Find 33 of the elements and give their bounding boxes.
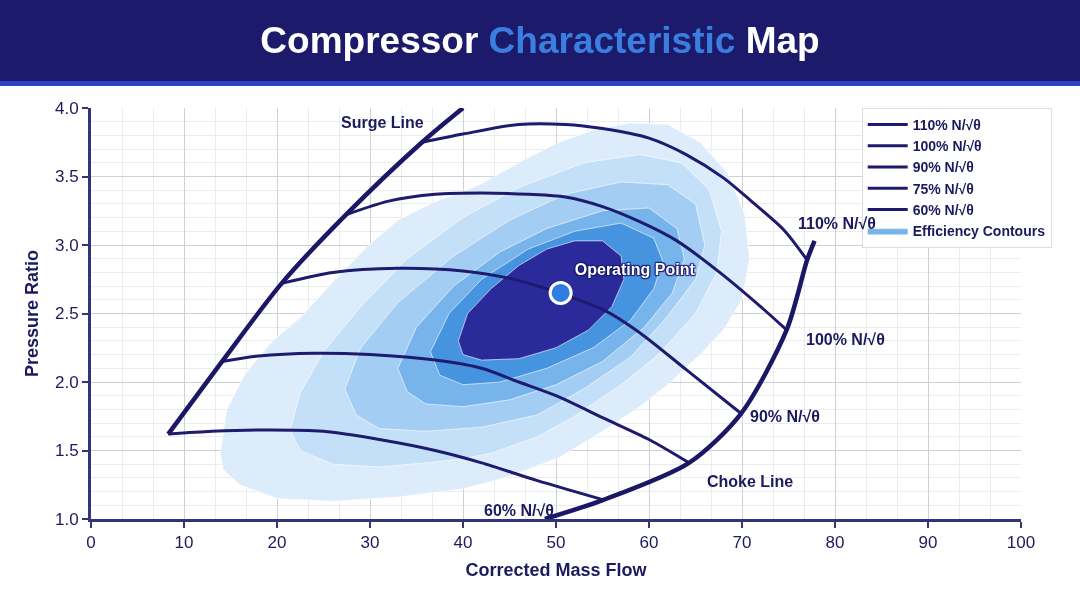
x-tick-label: 80 bbox=[825, 533, 845, 553]
y-tick-label: 4.0 bbox=[54, 98, 79, 118]
annotation: 90% N/√θ bbox=[750, 408, 820, 425]
legend-label: 90% N/√θ bbox=[912, 159, 974, 176]
legend-label: 100% N/√θ bbox=[912, 138, 982, 155]
legend-label: 75% N/√θ bbox=[912, 180, 974, 197]
x-tick-label: 0 bbox=[86, 533, 96, 553]
y-tick-label: 1.5 bbox=[54, 441, 79, 461]
annotation: Choke Line bbox=[707, 473, 794, 490]
y-tick-label: 2.5 bbox=[54, 304, 79, 324]
y-tick-label: 3.5 bbox=[54, 167, 79, 187]
y-axis-title: Pressure Ratio bbox=[22, 249, 43, 378]
x-tick-label: 10 bbox=[174, 533, 194, 553]
annotation: 110% N/√θ bbox=[798, 215, 876, 232]
x-tick-label: 60 bbox=[639, 533, 659, 553]
legend-label: 60% N/√θ bbox=[912, 201, 974, 218]
annotation: 60% N/√θ bbox=[484, 502, 554, 519]
x-tick-label: 20 bbox=[267, 533, 287, 553]
x-tick-label: 30 bbox=[360, 533, 380, 553]
x-tick-label: 70 bbox=[732, 533, 752, 553]
chart-title: Compressor Characteristic Map bbox=[260, 19, 820, 61]
y-tick-label: 1.0 bbox=[54, 509, 79, 529]
annotation: Surge Line bbox=[341, 114, 424, 131]
x-tick-label: 100 bbox=[1006, 533, 1036, 553]
x-tick-label: 40 bbox=[453, 533, 473, 553]
y-tick-label: 3.0 bbox=[54, 235, 79, 255]
annotation: 100% N/√θ bbox=[806, 331, 885, 348]
x-tick-label: 90 bbox=[918, 533, 938, 553]
legend-label: Efficiency Contours bbox=[912, 223, 1046, 240]
x-tick-label: 50 bbox=[546, 533, 566, 553]
legend-label: 110% N/√θ bbox=[912, 117, 981, 134]
y-tick-label: 2.0 bbox=[54, 372, 79, 392]
x-axis-title: Corrected Mass Flow bbox=[465, 559, 648, 580]
